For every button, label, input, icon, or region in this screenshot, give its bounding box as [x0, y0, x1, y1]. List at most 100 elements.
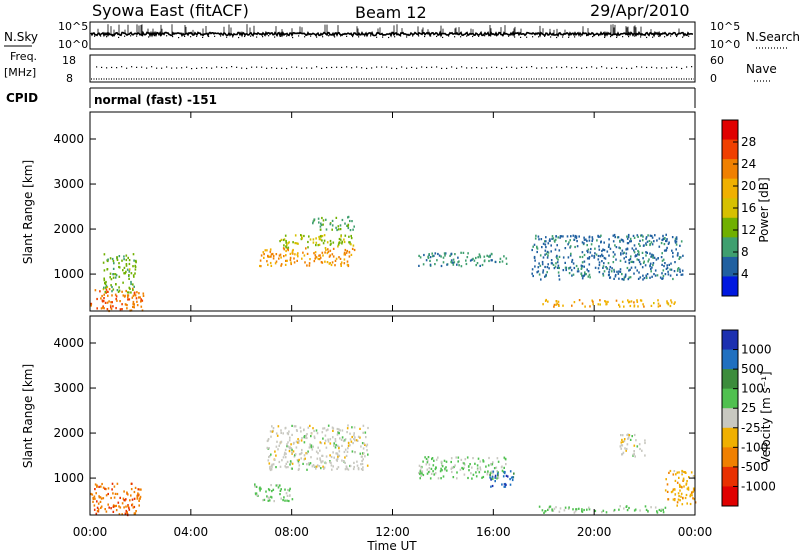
data-cell: [434, 252, 437, 255]
data-cell: [287, 246, 290, 249]
data-cell: [337, 228, 340, 231]
noise-search-point: [442, 36, 444, 39]
data-cell: [581, 251, 584, 254]
freq-panel: [89, 54, 696, 83]
data-cell: [635, 247, 637, 250]
data-cell: [553, 303, 556, 306]
data-cell: [335, 443, 337, 447]
data-cell: [98, 485, 100, 488]
data-cell: [309, 424, 311, 427]
data-cell: [317, 217, 320, 220]
data-cell: [626, 248, 629, 251]
data-cell: [325, 446, 328, 449]
data-cell: [269, 250, 272, 253]
data-cell: [319, 457, 321, 460]
data-cell: [265, 490, 267, 493]
noise-search-point: [508, 35, 510, 37]
data-cell: [104, 286, 107, 289]
data-cell: [555, 506, 557, 509]
noise-search-point: [376, 36, 378, 38]
data-cell: [616, 270, 618, 273]
noise-search-point: [316, 36, 318, 38]
data-cell: [346, 260, 349, 263]
data-cell: [130, 488, 133, 491]
data-cell: [287, 249, 289, 252]
data-cell: [444, 252, 447, 255]
data-cell: [343, 262, 346, 265]
data-cell: [602, 248, 604, 251]
data-cell: [335, 257, 338, 260]
data-cell: [260, 487, 262, 490]
noise-search-point: [604, 36, 606, 38]
freq-point: [181, 67, 183, 69]
data-cell: [101, 306, 104, 309]
data-cell: [101, 482, 103, 486]
data-cell: [622, 440, 624, 443]
data-cell: [673, 270, 676, 273]
data-cell: [649, 243, 651, 246]
data-cell: [614, 273, 617, 277]
data-cell: [603, 249, 606, 252]
cpid-value: normal (fast) -151: [94, 93, 217, 107]
data-cell: [674, 301, 676, 304]
data-cell: [583, 253, 586, 257]
data-cell: [329, 223, 332, 226]
data-cell: [274, 262, 277, 265]
data-cell: [642, 274, 644, 277]
data-cell: [463, 462, 465, 465]
data-cell: [286, 499, 288, 502]
data-cell: [653, 256, 656, 259]
data-cell: [325, 462, 327, 465]
data-cell: [490, 462, 492, 466]
freq-point: [396, 67, 398, 70]
data-cell: [312, 464, 315, 467]
data-cell: [650, 255, 652, 258]
data-cell: [684, 471, 686, 474]
data-cell: [268, 447, 270, 450]
freq-point: [321, 67, 323, 69]
freq-point: [281, 67, 283, 69]
data-cell: [121, 259, 123, 262]
data-cell: [591, 239, 593, 243]
data-cell: [485, 465, 487, 468]
data-cell: [597, 267, 600, 270]
data-cell: [586, 239, 588, 243]
data-cell: [553, 305, 555, 308]
data-cell: [270, 468, 273, 471]
data-cell: [693, 498, 696, 501]
noise-search-point: [460, 36, 462, 38]
data-cell: [465, 262, 468, 266]
data-cell: [660, 242, 663, 245]
data-cell: [126, 268, 129, 271]
data-cell: [326, 241, 329, 244]
freq-point: [131, 66, 133, 68]
data-cell: [501, 260, 504, 263]
data-cell: [567, 256, 570, 259]
data-cell: [141, 299, 144, 302]
data-cell: [425, 463, 428, 466]
data-cell: [450, 259, 453, 262]
data-cell: [286, 443, 288, 446]
data-cell: [478, 471, 481, 474]
data-cell: [328, 255, 331, 258]
data-cell: [419, 477, 421, 480]
data-cell: [658, 245, 661, 248]
data-cell: [567, 507, 570, 510]
data-cell: [130, 282, 132, 286]
data-cell: [652, 256, 654, 259]
data-cell: [452, 476, 455, 479]
data-cell: [427, 456, 430, 459]
data-cell: [534, 259, 536, 262]
data-cell: [645, 276, 648, 280]
data-cell: [297, 438, 299, 441]
freq-point: [186, 66, 188, 68]
data-cell: [679, 256, 682, 259]
time-axis: 00:00 04:00 08:00 12:00 16:00 20:00 00:00: [73, 112, 712, 539]
data-cell: [662, 237, 665, 240]
noise-search-point: [160, 35, 162, 37]
data-cell: [614, 244, 616, 247]
freq-point: [496, 66, 498, 69]
freq-point: [161, 67, 163, 69]
freq-point: [646, 66, 648, 69]
data-cell: [668, 471, 670, 474]
